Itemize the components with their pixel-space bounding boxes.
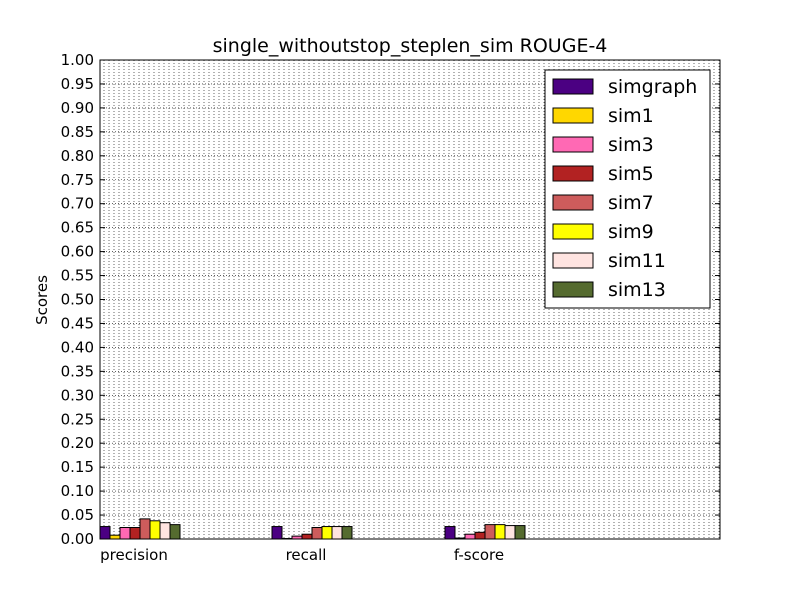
legend-swatch-sim3 (552, 136, 594, 153)
y-tick-label: 0.65 (61, 219, 94, 237)
y-tick-label: 0.25 (61, 410, 94, 428)
legend-label-sim11: sim11 (608, 250, 666, 272)
bar-simgraph-f-score (444, 526, 456, 540)
bar-sim9-recall (321, 526, 333, 540)
bar-sim11-precision (159, 522, 171, 540)
y-tick-label: 0.50 (61, 291, 94, 309)
legend-label-sim1: sim1 (608, 105, 654, 127)
bar-sim13-f-score (514, 525, 526, 540)
y-tick-label: 0.90 (61, 99, 94, 117)
legend-swatch-sim11 (552, 252, 594, 269)
y-axis-ticks: 0.00 0.05 0.10 0.15 0.20 0.25 0.30 0.35 0.40 0.45… (61, 51, 720, 548)
bar-sim5-precision (129, 527, 141, 540)
bar-sim11-f-score (504, 525, 516, 540)
bar-sim13-recall (341, 526, 353, 540)
y-tick-label: 0.80 (61, 147, 94, 165)
y-tick-label: 0.05 (61, 506, 94, 524)
bar-sim13-precision (169, 524, 181, 540)
bar-sim5-recall (301, 533, 313, 540)
y-tick-label: 0.60 (61, 243, 94, 261)
legend-label-sim13: sim13 (608, 279, 666, 301)
bar-sim3-f-score (464, 533, 476, 540)
legend: simgraph sim1 sim3 sim5 sim7 sim9 sim11 sim13 (544, 69, 711, 309)
legend-swatch-sim9 (552, 223, 594, 240)
x-axis-ticks: precision recall f-score (99, 534, 504, 564)
y-tick-label: 0.30 (61, 386, 94, 404)
y-tick-label: 1.00 (61, 51, 94, 69)
legend-swatch-sim1 (552, 107, 594, 124)
bar-sim5-f-score (474, 531, 486, 540)
bar-sim1-precision (109, 534, 121, 540)
y-tick-label: 0.70 (61, 195, 94, 213)
y-tick-label: 0.00 (61, 530, 94, 548)
legend-swatch-sim7 (552, 194, 594, 211)
y-tick-label: 0.35 (61, 362, 94, 380)
bar-sim7-f-score (484, 524, 496, 540)
legend-swatch-sim5 (552, 165, 594, 182)
legend-label-simgraph: simgraph (608, 76, 697, 98)
y-tick-label: 0.40 (61, 338, 94, 356)
y-axis-label: Scores (33, 275, 51, 325)
y-tick-label: 0.55 (61, 267, 94, 285)
x-tick-label: f-score (454, 546, 504, 564)
x-tick-label: recall (286, 546, 327, 564)
y-tick-label: 0.95 (61, 75, 94, 93)
bar-simgraph-recall (271, 526, 283, 540)
legend-swatch-simgraph (552, 78, 594, 95)
x-tick-label: precision (100, 546, 168, 564)
legend-swatch-sim13 (552, 281, 594, 298)
y-tick-label: 0.45 (61, 314, 94, 332)
y-tick-label: 0.10 (61, 482, 94, 500)
bar-sim9-precision (149, 520, 161, 540)
legend-label-sim5: sim5 (608, 163, 654, 185)
bar-simgraph-precision (99, 526, 111, 540)
legend-label-sim7: sim7 (608, 192, 654, 214)
bar-sim3-precision (119, 527, 131, 540)
y-tick-label: 0.15 (61, 458, 94, 476)
bars (99, 518, 526, 540)
y-tick-label: 0.85 (61, 123, 94, 141)
y-tick-label: 0.20 (61, 434, 94, 452)
legend-label-sim3: sim3 (608, 134, 654, 156)
chart-title: single_withoutstop_steplen_sim ROUGE-4 (213, 35, 608, 57)
bar-sim7-recall (311, 527, 323, 540)
bar-sim11-recall (331, 526, 343, 540)
legend-label-sim9: sim9 (608, 221, 654, 243)
bar-sim7-precision (139, 518, 151, 540)
y-tick-label: 0.75 (61, 171, 94, 189)
bar-sim9-f-score (494, 524, 506, 540)
